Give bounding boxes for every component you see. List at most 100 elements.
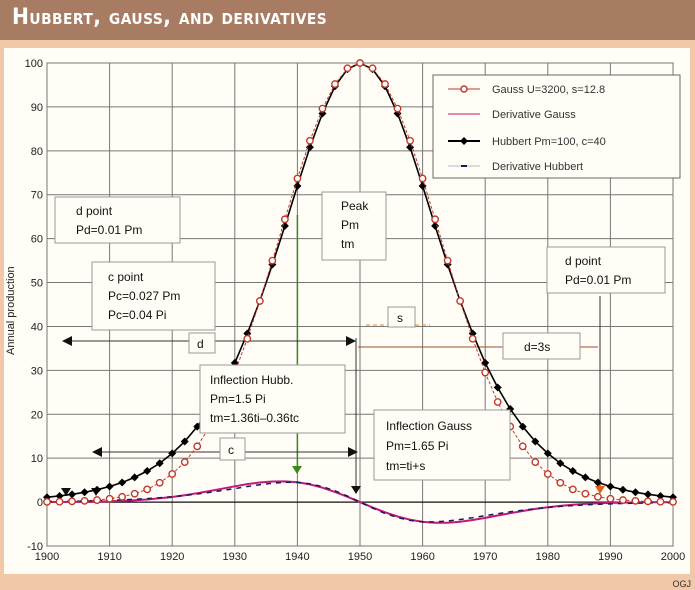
annotation-c-label: c: [219, 437, 246, 461]
svg-text:tm=ti+s: tm=ti+s: [386, 459, 425, 473]
annotation-inflection-hubbert: Inflection Hubb. Pm=1.5 Pi tm=1.36ti–0.3…: [199, 364, 346, 434]
y-tick-label: 10: [31, 453, 43, 465]
data-point: [168, 470, 177, 478]
data-point: [118, 492, 127, 501]
data-point: [656, 491, 665, 500]
svg-text:s: s: [397, 311, 403, 325]
data-point: [531, 437, 540, 446]
data-point: [168, 449, 177, 458]
data-point: [543, 470, 552, 478]
svg-text:Pd=0.01 Pm: Pd=0.01 Pm: [565, 273, 631, 287]
data-point: [143, 485, 152, 494]
data-point: [456, 297, 465, 305]
data-point: [105, 482, 114, 491]
svg-text:d point: d point: [565, 254, 602, 268]
data-point: [143, 467, 152, 476]
data-point: [293, 181, 302, 190]
data-point: [669, 497, 677, 506]
annotation-d-point-left: d point Pd=0.01 Pm: [54, 196, 181, 244]
data-point: [180, 437, 189, 446]
svg-text:c: c: [228, 443, 234, 457]
annotation-d3s-label: d=3s: [502, 332, 581, 360]
data-point: [431, 221, 440, 230]
marker-d-1903: [61, 488, 71, 496]
svg-text:Hubbert Pm=100, c=40: Hubbert Pm=100, c=40: [492, 136, 606, 148]
svg-text:Pm: Pm: [341, 218, 359, 232]
data-point: [643, 490, 652, 499]
y-tick-label: 40: [31, 321, 43, 333]
annotation-peak: Peak Pm tm: [321, 191, 387, 261]
x-tick-label: 1970: [473, 551, 497, 563]
series-derivative-gauss: [47, 480, 673, 524]
data-point: [368, 64, 377, 73]
svg-text:tm=1.36ti–0.36tc: tm=1.36ti–0.36tc: [210, 411, 299, 425]
y-tick-label: 80: [31, 146, 43, 158]
data-point: [606, 482, 615, 491]
data-point: [568, 485, 577, 494]
data-point: [493, 398, 502, 406]
data-point: [531, 458, 540, 467]
axes: 1900 1910 1920 1930 1940 1950 1960 1970 1980 1990…: [25, 58, 686, 563]
y-tick-label: 20: [31, 409, 43, 421]
data-point: [593, 478, 602, 487]
svg-text:Pd=0.01 Pm: Pd=0.01 Pm: [76, 223, 142, 237]
legend: Gauss U=3200, s=12.8 Derivative Gauss Hu…: [432, 74, 681, 179]
data-point: [618, 485, 627, 494]
y-axis-label: Annual production: [5, 266, 17, 355]
y-tick-label: 70: [31, 190, 43, 202]
arrowhead-right-d: [346, 336, 356, 346]
data-point: [280, 221, 289, 230]
data-point: [243, 334, 252, 343]
marker-tm-1950: [351, 486, 361, 494]
arrowhead-left-c: [92, 447, 102, 457]
arrowhead-right-c: [348, 447, 358, 457]
svg-text:Pc=0.027 Pm: Pc=0.027 Pm: [108, 289, 180, 303]
y-tick-label: 0: [37, 497, 43, 509]
data-point: [68, 490, 77, 499]
data-point: [268, 256, 277, 265]
x-tick-label: 1920: [160, 551, 184, 563]
data-point: [406, 136, 414, 145]
annotation-s-label: s: [387, 306, 416, 328]
svg-text:Pm=1.5 Pi: Pm=1.5 Pi: [210, 392, 266, 406]
svg-text:d point: d point: [76, 204, 113, 218]
y-tick-label: 90: [31, 102, 43, 114]
annotation-d-point-right: d point Pd=0.01 Pm: [546, 246, 666, 294]
x-tick-label: 1980: [536, 551, 560, 563]
svg-text:Inflection Hubb.: Inflection Hubb.: [210, 373, 293, 387]
svg-text:d: d: [197, 337, 204, 351]
y-tick-label: 30: [31, 365, 43, 377]
x-tick-label: 1900: [35, 551, 59, 563]
data-point: [306, 136, 314, 145]
legend-item-gauss: Gauss U=3200, s=12.8: [448, 84, 605, 96]
annotation-c-point: c point Pc=0.027 Pm Pc=0.04 Pi: [91, 261, 216, 331]
data-point: [418, 174, 427, 183]
y-tick-label: 50: [31, 278, 43, 290]
data-point: [518, 442, 527, 451]
marker-inflection-1940: [292, 466, 302, 474]
data-point: [55, 497, 64, 506]
data-point: [393, 104, 402, 113]
y-tick-label: 100: [25, 58, 43, 70]
data-point: [180, 458, 189, 467]
data-point: [130, 489, 139, 498]
data-point: [481, 368, 490, 377]
data-point: [55, 491, 64, 500]
x-tick-label: 1930: [223, 551, 247, 563]
data-point: [443, 256, 452, 265]
x-tick-label: 1990: [598, 551, 622, 563]
x-tick-label: 1910: [97, 551, 121, 563]
data-point: [631, 488, 640, 497]
data-point: [568, 467, 577, 476]
data-point: [155, 459, 164, 468]
arrowheads: [61, 336, 605, 496]
series-derivative-hubbert: [46, 481, 674, 523]
data-point: [93, 496, 101, 504]
data-point: [619, 496, 627, 504]
data-point: [280, 215, 289, 224]
data-point: [255, 297, 264, 305]
x-tick-label: 1960: [410, 551, 434, 563]
data-point: [118, 478, 127, 487]
data-point: [593, 492, 602, 501]
